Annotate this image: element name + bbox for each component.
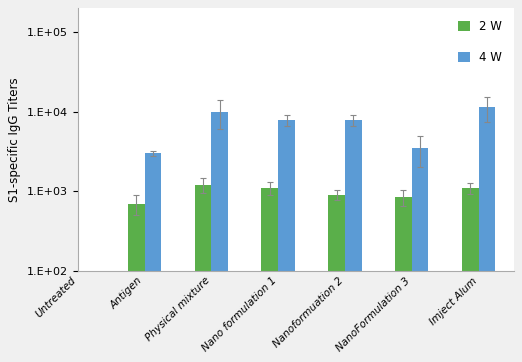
Bar	[395, 197, 412, 362]
Y-axis label: S1-specific IgG Titers: S1-specific IgG Titers	[8, 77, 21, 202]
Bar	[479, 107, 495, 362]
Bar	[145, 153, 161, 362]
Bar	[412, 148, 429, 362]
Bar	[278, 120, 295, 362]
Bar	[262, 188, 278, 362]
Bar	[345, 120, 362, 362]
Bar	[195, 185, 211, 362]
Bar	[128, 203, 145, 362]
Bar	[462, 188, 479, 362]
Legend: 2 W, 4 W: 2 W, 4 W	[452, 14, 508, 70]
Bar	[211, 112, 228, 362]
Bar	[328, 195, 345, 362]
